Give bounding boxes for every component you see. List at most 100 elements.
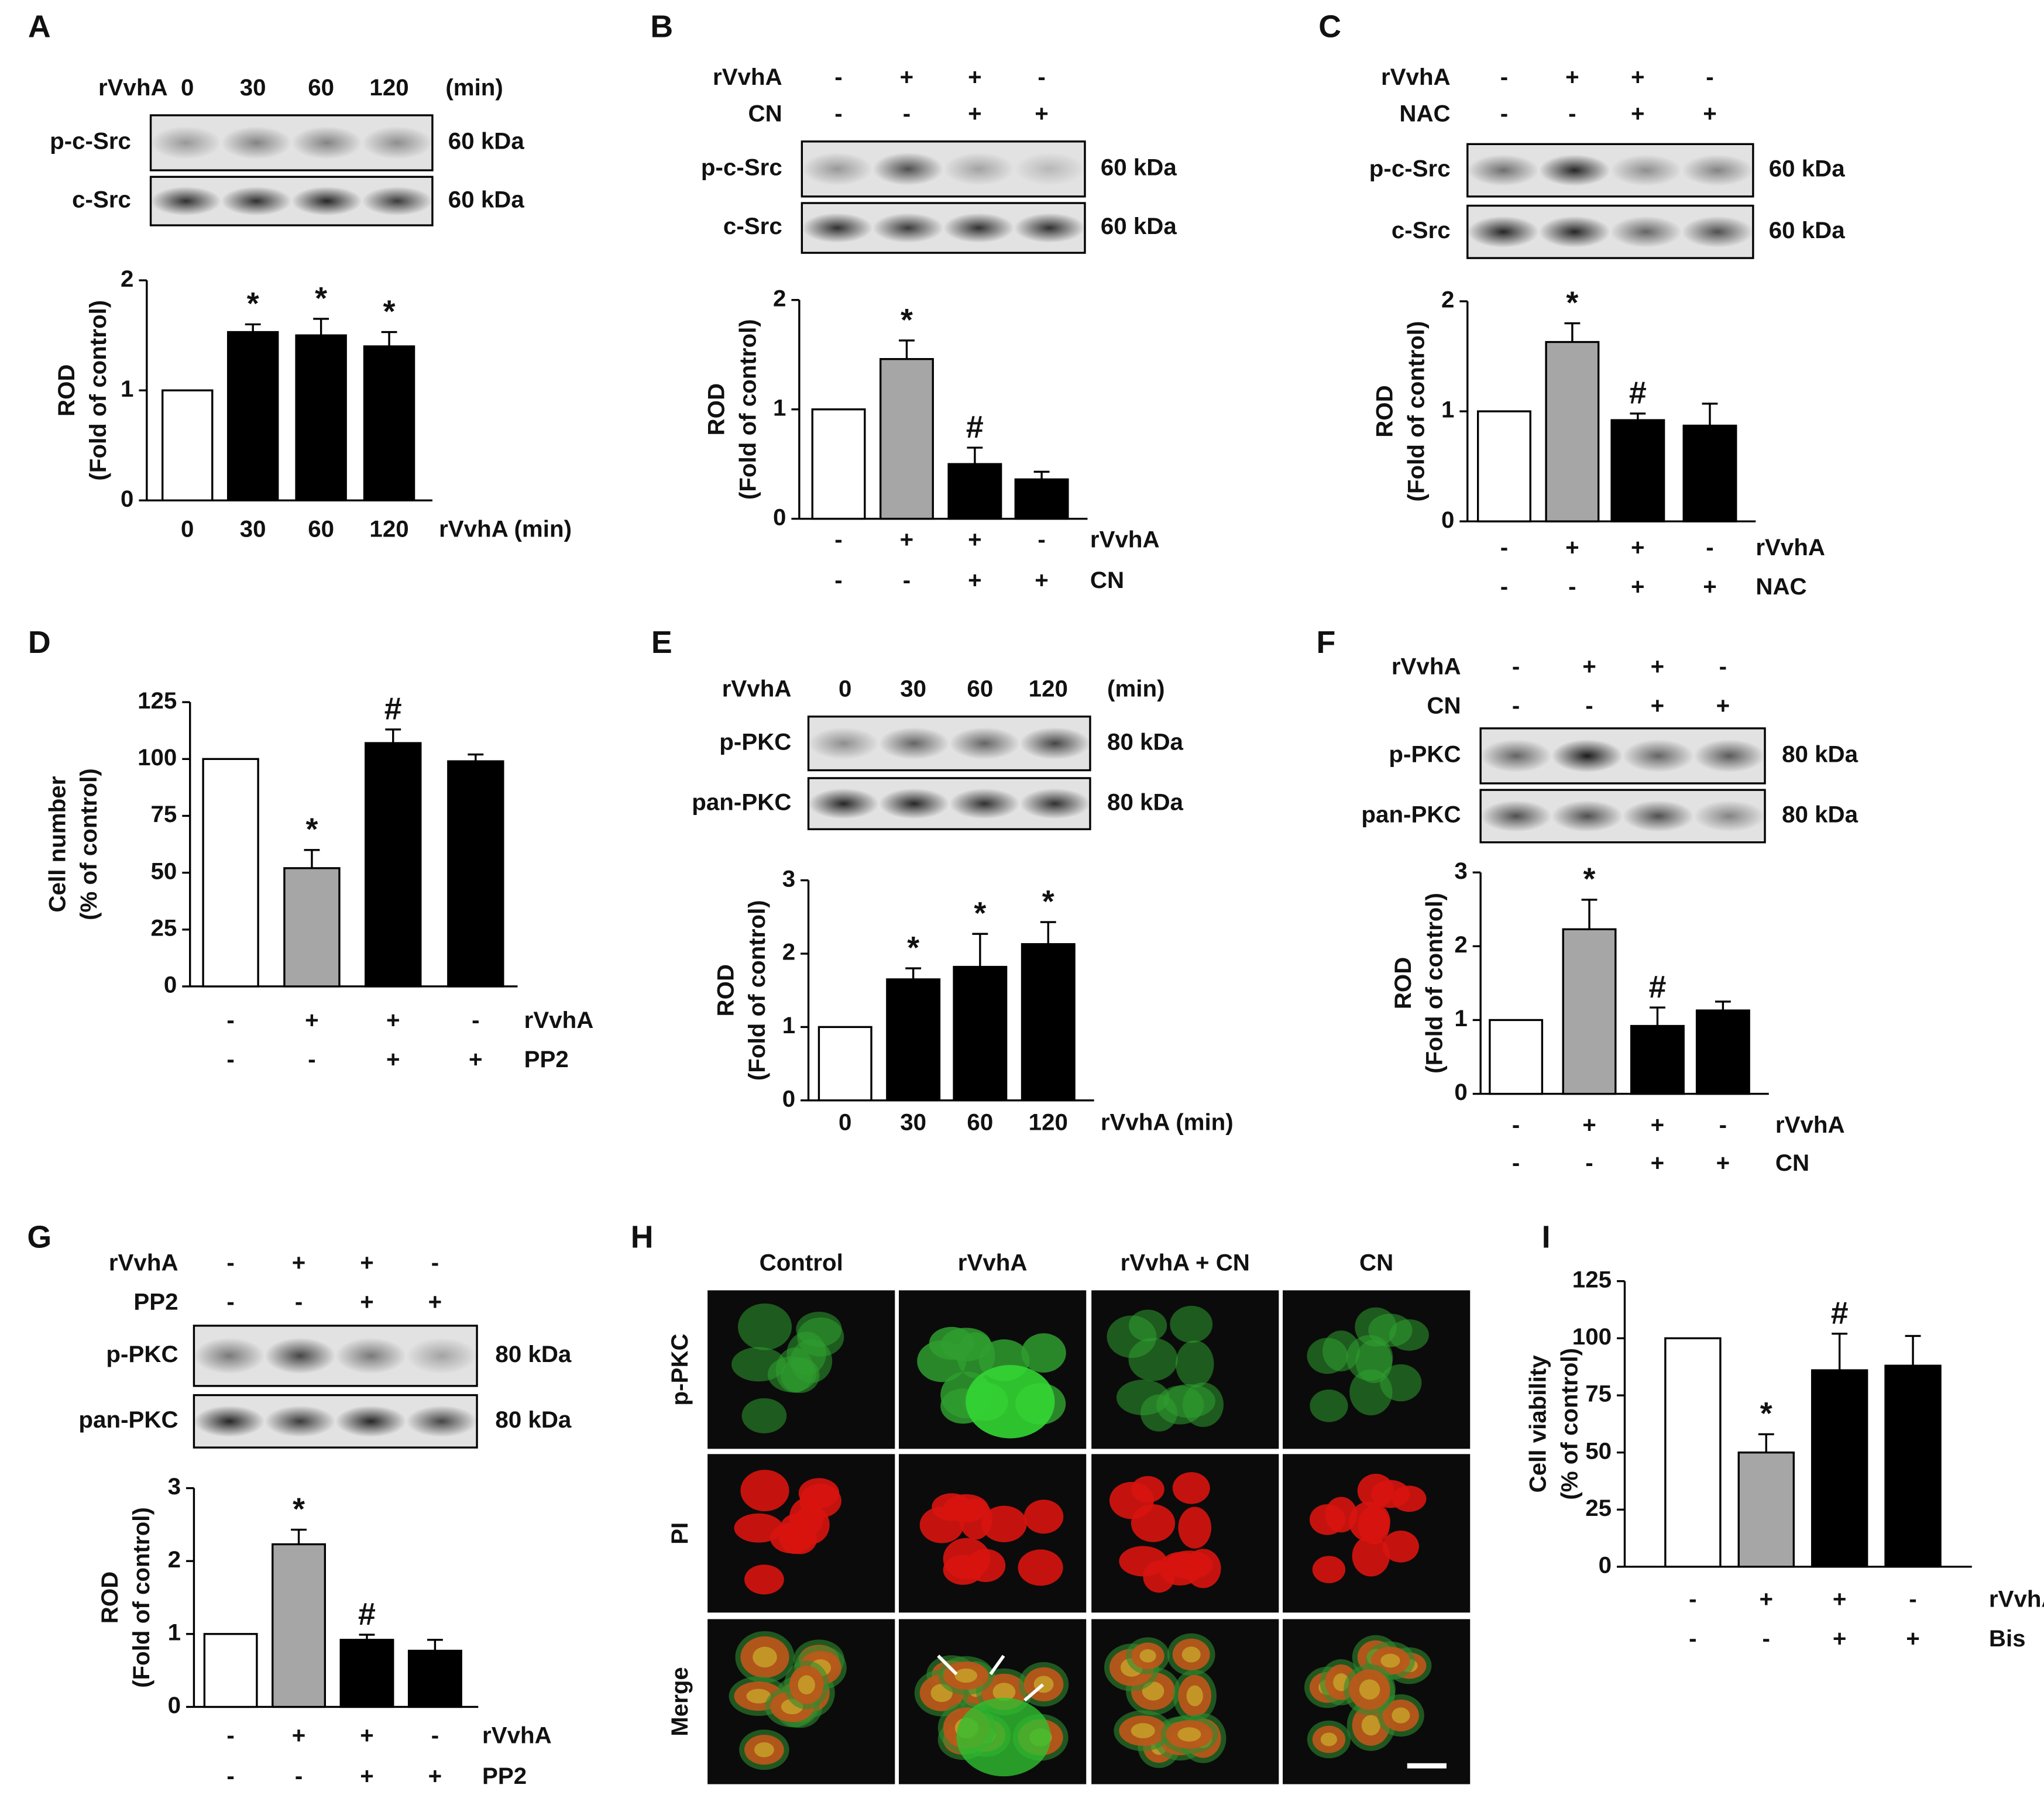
panel-label: F	[1317, 625, 1336, 660]
row-label: p-PKC	[667, 1333, 693, 1405]
bar	[162, 389, 214, 501]
cell-core	[798, 1675, 815, 1695]
x-tick-label: 120	[1029, 1109, 1068, 1136]
blot-size: 80 kDa	[495, 1341, 572, 1367]
blot-band	[221, 186, 292, 216]
column-label: rVvhA	[958, 1249, 1028, 1275]
blot-band	[1551, 739, 1623, 773]
bar	[447, 760, 504, 988]
y-tick-label: 1	[782, 1012, 795, 1038]
y-tick-label: 2	[168, 1546, 181, 1573]
y-tick-label: 2	[121, 266, 133, 292]
y-tick-label: 25	[151, 914, 177, 941]
blot-band	[362, 186, 432, 216]
x-tick-label: 0	[839, 1109, 851, 1136]
condition-sign: +	[1651, 1112, 1665, 1138]
condition-sign: -	[431, 1722, 439, 1749]
blot-band	[1538, 154, 1610, 186]
cell-red	[1131, 1476, 1164, 1503]
blot-lane-label: +	[360, 1288, 374, 1315]
blot-band	[1693, 739, 1765, 773]
condition-sign: +	[900, 526, 914, 552]
blot-band	[1538, 216, 1610, 248]
y-tick-label: 3	[1454, 858, 1467, 884]
blot-lane-label: -	[295, 1288, 303, 1315]
blot-lane-label: +	[360, 1249, 374, 1275]
y-axis-label: (% of control)	[75, 768, 102, 920]
blot-lane-label: -	[1706, 64, 1713, 90]
bar	[203, 1633, 258, 1708]
cell-red	[943, 1494, 989, 1523]
cell-green	[1310, 1390, 1348, 1422]
x-axis-label: rVvhA (min)	[1101, 1109, 1234, 1136]
y-tick-label: 125	[1572, 1266, 1612, 1292]
significance-mark: *	[901, 302, 913, 338]
cell-core	[1361, 1715, 1380, 1736]
condition-sign: +	[1631, 573, 1645, 600]
blot-row-name: c-Src	[723, 213, 782, 239]
column-label: rVvhA + CN	[1121, 1249, 1250, 1275]
blot-band	[335, 1337, 407, 1374]
bar	[1695, 1009, 1750, 1095]
cell-red	[981, 1505, 1027, 1542]
blot-band	[291, 186, 362, 216]
y-tick-label: 1	[1454, 1005, 1467, 1031]
condition-sign: -	[1568, 573, 1576, 600]
blot-lane-label: +	[1631, 64, 1645, 90]
blot-lane-label: -	[1568, 101, 1576, 127]
y-axis-label: (Fold of control)	[1421, 893, 1448, 1074]
y-tick-label: 0	[773, 504, 786, 530]
y-axis-label: ROD	[703, 383, 730, 436]
panel-label: E	[651, 625, 672, 660]
y-tick-label: 0	[164, 972, 177, 998]
cell-green	[1163, 1384, 1215, 1418]
cell-red	[1166, 1550, 1213, 1579]
condition-name: PP2	[524, 1046, 569, 1072]
blot-band	[802, 213, 873, 243]
condition-sign: +	[1703, 573, 1717, 600]
cell-red	[740, 1470, 789, 1512]
condition-sign: -	[834, 567, 842, 593]
cell-red	[1349, 1501, 1390, 1542]
blot-lane-label: 0	[839, 676, 851, 702]
panel-label: C	[1318, 9, 1341, 44]
row-label: PI	[667, 1522, 693, 1545]
blot-band	[943, 213, 1015, 243]
y-axis-label: (Fold of control)	[744, 900, 770, 1081]
condition-name: rVvhA	[524, 1007, 594, 1033]
blot-row-name: p-PKC	[719, 728, 791, 755]
x-tick-label: 30	[240, 515, 266, 542]
blot-lane-label: -	[431, 1249, 439, 1275]
condition-sign: +	[1565, 534, 1579, 560]
cell-core	[1392, 1707, 1410, 1724]
condition-sign: +	[1759, 1586, 1773, 1612]
significance-mark: *	[305, 812, 318, 847]
bar	[811, 408, 866, 520]
condition-sign: +	[386, 1046, 400, 1072]
blot-band	[1610, 154, 1682, 186]
blot-band	[949, 727, 1020, 760]
blot-lane-label: +	[292, 1249, 306, 1275]
condition-name: rVvhA	[1775, 1112, 1845, 1138]
blot-lane-label: -	[1500, 101, 1508, 127]
y-tick-label: 125	[138, 687, 177, 714]
condition-sign: +	[305, 1007, 319, 1033]
condition-sign: -	[472, 1007, 479, 1033]
cell-green	[1128, 1309, 1167, 1342]
blot-row-name: p-c-Src	[701, 154, 782, 180]
cell-core	[746, 1688, 771, 1704]
cell-green	[1116, 1380, 1170, 1415]
panel-label: I	[1542, 1219, 1551, 1254]
significance-mark: #	[384, 692, 402, 727]
y-tick-label: 1	[121, 376, 133, 402]
condition-sign: -	[1689, 1625, 1696, 1652]
blot-band	[878, 727, 950, 760]
y-axis-label: ROD	[53, 364, 80, 417]
bar	[295, 334, 347, 501]
y-tick-label: 100	[1572, 1323, 1612, 1350]
blot-band	[872, 152, 944, 186]
cell-red	[1018, 1549, 1063, 1586]
bar	[1014, 478, 1069, 520]
cell-red	[1312, 1556, 1346, 1584]
blot-lane-label: +	[428, 1288, 442, 1315]
